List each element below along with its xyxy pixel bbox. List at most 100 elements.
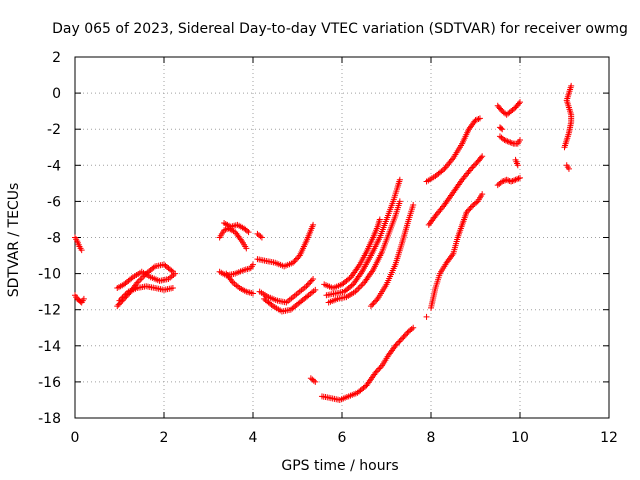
data-point <box>515 175 522 182</box>
data-point <box>502 137 509 144</box>
data-point <box>128 275 135 282</box>
series-arc-20 <box>423 313 430 320</box>
data-point <box>250 290 256 297</box>
data-point <box>114 303 121 310</box>
series-arc-29 <box>563 162 572 172</box>
data-point <box>479 191 486 198</box>
data-point <box>393 341 400 348</box>
data-point <box>290 259 297 266</box>
data-point <box>499 178 506 185</box>
data-point <box>304 293 311 300</box>
series-arc-8 <box>221 220 252 236</box>
data-point <box>473 199 480 206</box>
series-arc-30 <box>561 82 575 151</box>
data-point <box>475 115 482 122</box>
data-point <box>505 177 512 184</box>
series-arc-2 <box>72 292 87 306</box>
y-tick-label: -14 <box>38 339 61 355</box>
data-point <box>512 176 519 183</box>
data-point <box>307 278 314 285</box>
data-point <box>503 176 510 183</box>
data-point <box>472 117 479 124</box>
data-point <box>358 282 365 289</box>
series-arc-25 <box>496 133 523 147</box>
data-point <box>308 277 315 284</box>
data-point <box>376 216 383 223</box>
data-point <box>514 176 521 183</box>
series-arc-10 <box>254 230 265 241</box>
series-arc-16 <box>321 216 383 292</box>
data-point <box>399 335 406 342</box>
data-point <box>150 264 157 271</box>
data-point <box>245 229 252 236</box>
y-tick-label: -6 <box>47 194 61 210</box>
data-point <box>478 154 485 161</box>
series-arc-28 <box>512 156 521 169</box>
data-point <box>312 378 319 385</box>
x-axis-label: GPS time / hours <box>281 458 398 474</box>
series-arc-14 <box>307 375 319 385</box>
y-tick-label: 2 <box>52 50 61 66</box>
data-point <box>243 245 250 252</box>
data-point <box>291 258 298 265</box>
data-point <box>509 177 516 184</box>
series-arc-15 <box>318 324 417 403</box>
data-point <box>371 298 378 305</box>
data-point <box>244 227 251 234</box>
data-point <box>397 337 404 344</box>
data-point <box>498 125 505 132</box>
data-point <box>472 161 479 168</box>
data-point <box>361 383 368 390</box>
data-point <box>508 178 515 185</box>
data-point <box>511 105 518 112</box>
data-point <box>367 303 374 310</box>
data-point <box>476 115 483 122</box>
data-point <box>466 206 473 213</box>
data-point <box>401 332 408 339</box>
data-point <box>172 270 179 277</box>
data-point <box>372 369 379 376</box>
data-point <box>498 106 505 113</box>
y-axis-label: SDTVAR / TECUs <box>6 183 22 298</box>
data-point <box>423 313 430 320</box>
data-point <box>268 301 275 308</box>
data-point <box>470 163 477 170</box>
data-point <box>501 137 508 144</box>
y-tick-label: -12 <box>38 303 61 319</box>
data-point <box>568 82 575 89</box>
series-arc-19 <box>367 202 417 310</box>
data-point <box>500 177 507 184</box>
data-point <box>464 207 471 214</box>
data-point <box>408 325 415 332</box>
chart-title: Day 065 of 2023, Sidereal Day-to-day VTE… <box>52 21 628 37</box>
series-arc-21 <box>423 115 483 185</box>
y-tick-label: -18 <box>38 411 61 427</box>
data-point <box>515 100 522 107</box>
series-arc-22 <box>425 153 486 228</box>
data-point <box>310 221 317 228</box>
data-point <box>467 204 474 211</box>
data-point <box>303 283 310 290</box>
data-point <box>258 234 265 241</box>
series-arc-9 <box>223 270 256 297</box>
data-point <box>473 116 480 123</box>
data-point <box>356 284 363 291</box>
series-arc-7 <box>216 225 250 252</box>
data-points <box>72 82 575 403</box>
data-point <box>511 177 518 184</box>
y-tick-label: -10 <box>38 267 61 283</box>
data-point <box>514 162 521 169</box>
data-point <box>80 295 87 302</box>
data-point <box>392 342 399 349</box>
data-point <box>221 227 228 234</box>
series-arc-12 <box>256 276 317 306</box>
data-point <box>373 297 380 304</box>
x-tick-label: 8 <box>427 430 436 446</box>
grid-layer <box>75 57 609 418</box>
data-point <box>404 329 411 336</box>
data-point <box>78 247 85 254</box>
y-tick-labels: 2 0 -2 -4 -6 -8 -10 -12 -14 -16 -18 <box>38 50 61 427</box>
data-point <box>468 165 475 172</box>
series-arc-5 <box>116 283 176 304</box>
